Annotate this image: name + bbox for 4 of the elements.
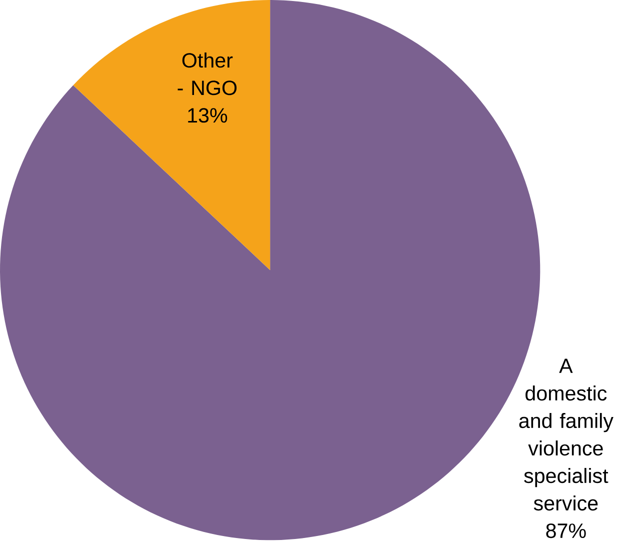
data-label: 13%: [188, 108, 228, 123]
slice-label: Other - NGO: [178, 52, 237, 96]
slice-label: A domestic and family violence specialist service: [519, 358, 614, 511]
data-label: 87%: [546, 524, 586, 538]
